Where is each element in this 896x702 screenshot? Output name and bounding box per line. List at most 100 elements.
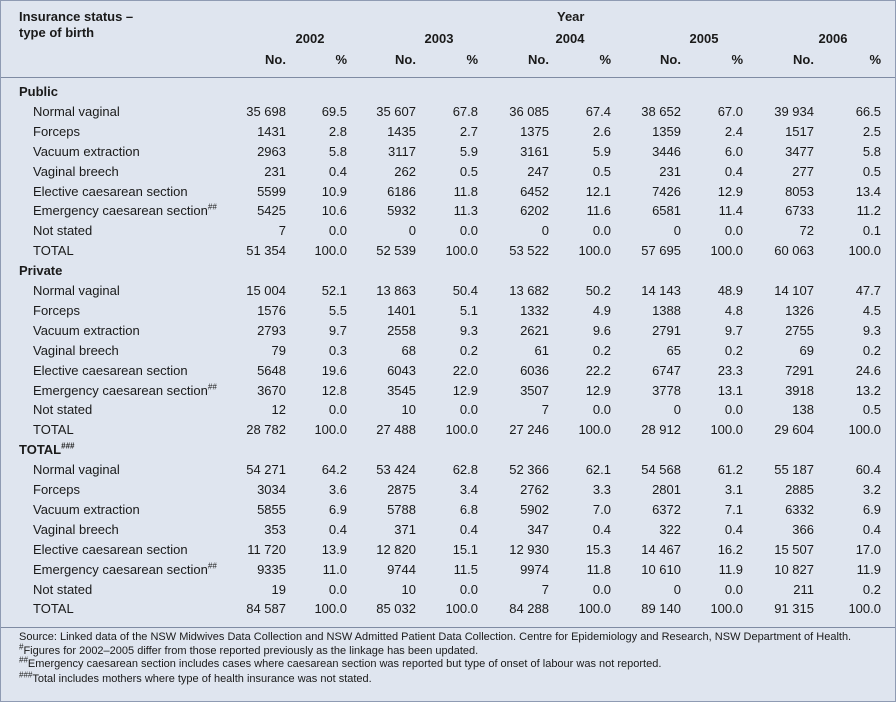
cell: 84 587 bbox=[246, 601, 286, 617]
year-header: 2005 bbox=[689, 31, 719, 46]
cell: 17.0 bbox=[855, 541, 881, 557]
cell: 27 246 bbox=[509, 422, 549, 438]
cell: 7.1 bbox=[724, 501, 743, 517]
cell: 7.0 bbox=[592, 501, 611, 517]
cell: 1332 bbox=[520, 302, 549, 318]
cell: 0.0 bbox=[724, 402, 743, 418]
row-label-text: TOTAL bbox=[33, 601, 74, 617]
cell: 6202 bbox=[520, 203, 549, 219]
cell: 0 bbox=[673, 402, 681, 418]
cell: 54 271 bbox=[246, 462, 286, 478]
cell: 12 930 bbox=[509, 541, 549, 557]
row-label-text: Elective caesarean section bbox=[33, 362, 188, 378]
cell: 10 bbox=[401, 402, 416, 418]
cell: 0.0 bbox=[328, 402, 347, 418]
cell: 10 bbox=[401, 581, 416, 597]
cell: 100.0 bbox=[578, 243, 611, 259]
footnote-mark: ## bbox=[19, 655, 28, 665]
section-title: TOTAL### bbox=[19, 442, 74, 458]
cell: 39 934 bbox=[774, 103, 814, 119]
cell: 100.0 bbox=[578, 422, 611, 438]
cell: 8053 bbox=[785, 183, 814, 199]
header-rule bbox=[1, 77, 895, 78]
cell: 69.5 bbox=[321, 103, 347, 119]
row-label: Normal vaginal bbox=[33, 283, 120, 299]
cell: 100.0 bbox=[710, 601, 743, 617]
cell: 9.7 bbox=[724, 322, 743, 338]
cell: 7 bbox=[541, 581, 549, 597]
row-label: TOTAL bbox=[33, 422, 74, 438]
col-header: % bbox=[466, 52, 478, 67]
cell: 6452 bbox=[520, 183, 549, 199]
cell: 53 522 bbox=[509, 243, 549, 259]
cell: 62.8 bbox=[452, 462, 478, 478]
cell: 231 bbox=[264, 163, 286, 179]
col-header: % bbox=[731, 52, 743, 67]
cell: 4.8 bbox=[724, 302, 743, 318]
cell: 67.8 bbox=[452, 103, 478, 119]
cell: 10 827 bbox=[774, 561, 814, 577]
section-title-text: TOTAL bbox=[19, 442, 62, 458]
stub-header: Insurance status – bbox=[19, 9, 134, 24]
cell: 69 bbox=[799, 342, 814, 358]
cell: 0.4 bbox=[328, 163, 347, 179]
cell: 2755 bbox=[785, 322, 814, 338]
cell: 38 652 bbox=[641, 103, 681, 119]
cell: 2558 bbox=[387, 322, 416, 338]
cell: 50.4 bbox=[452, 283, 478, 298]
cell: 231 bbox=[659, 163, 681, 179]
cell: 0 bbox=[673, 223, 681, 239]
cell: 3.4 bbox=[459, 482, 478, 497]
cell: 6747 bbox=[652, 362, 681, 378]
cell: 68 bbox=[401, 342, 416, 358]
cell: 0.0 bbox=[592, 581, 611, 597]
cell: 3446 bbox=[652, 143, 681, 159]
cell: 2.8 bbox=[328, 123, 347, 139]
row-label-text: Not stated bbox=[33, 581, 93, 597]
cell: 0.1 bbox=[862, 223, 881, 239]
cell: 13.1 bbox=[717, 382, 743, 398]
row-label: Vacuum extraction bbox=[33, 144, 140, 160]
cell: 0.0 bbox=[459, 581, 478, 597]
cell: 15 507 bbox=[774, 541, 814, 557]
cell: 3117 bbox=[388, 143, 416, 159]
cell: 0.5 bbox=[862, 163, 881, 179]
cell: 9335 bbox=[257, 561, 286, 577]
row-label: TOTAL bbox=[33, 601, 74, 617]
cell: 16.2 bbox=[717, 541, 743, 557]
row-label-text: Vaginal breech bbox=[33, 163, 119, 179]
cell: 100.0 bbox=[314, 601, 347, 617]
section-title: Private bbox=[19, 263, 62, 279]
row-label: Not stated bbox=[33, 582, 92, 598]
cell: 322 bbox=[659, 521, 681, 537]
cell: 54 568 bbox=[641, 462, 681, 478]
cell: 6.8 bbox=[459, 501, 478, 517]
cell: 0.0 bbox=[459, 402, 478, 418]
cell: 55 187 bbox=[774, 462, 814, 478]
cell: 14 467 bbox=[641, 541, 681, 557]
cell: 2621 bbox=[520, 322, 549, 338]
cell: 60 063 bbox=[774, 243, 814, 259]
cell: 5855 bbox=[257, 501, 286, 517]
cell: 4.5 bbox=[862, 302, 881, 318]
cell: 5.1 bbox=[459, 302, 478, 318]
cell: 6.9 bbox=[328, 501, 347, 517]
footnote-text: Total includes mothers where type of hea… bbox=[32, 673, 372, 685]
cell: 13 863 bbox=[376, 283, 416, 298]
cell: 100.0 bbox=[445, 422, 478, 438]
year-header: 2006 bbox=[818, 31, 848, 46]
row-label: Vaginal breech bbox=[33, 164, 119, 180]
cell: 7426 bbox=[652, 183, 681, 199]
cell: 7 bbox=[541, 402, 549, 418]
cell: 22.2 bbox=[585, 362, 611, 378]
row-label-text: Normal vaginal bbox=[33, 283, 120, 298]
footnote: ###Total includes mothers where type of … bbox=[19, 671, 372, 686]
cell: 11 720 bbox=[247, 541, 286, 557]
cell: 0.2 bbox=[459, 342, 478, 358]
row-label: Vacuum extraction bbox=[33, 502, 140, 518]
cell: 24.6 bbox=[855, 362, 881, 378]
row-label: Vaginal breech bbox=[33, 522, 119, 538]
cell: 100.0 bbox=[445, 243, 478, 259]
col-header: No. bbox=[395, 52, 416, 67]
cell: 22.0 bbox=[452, 362, 478, 378]
